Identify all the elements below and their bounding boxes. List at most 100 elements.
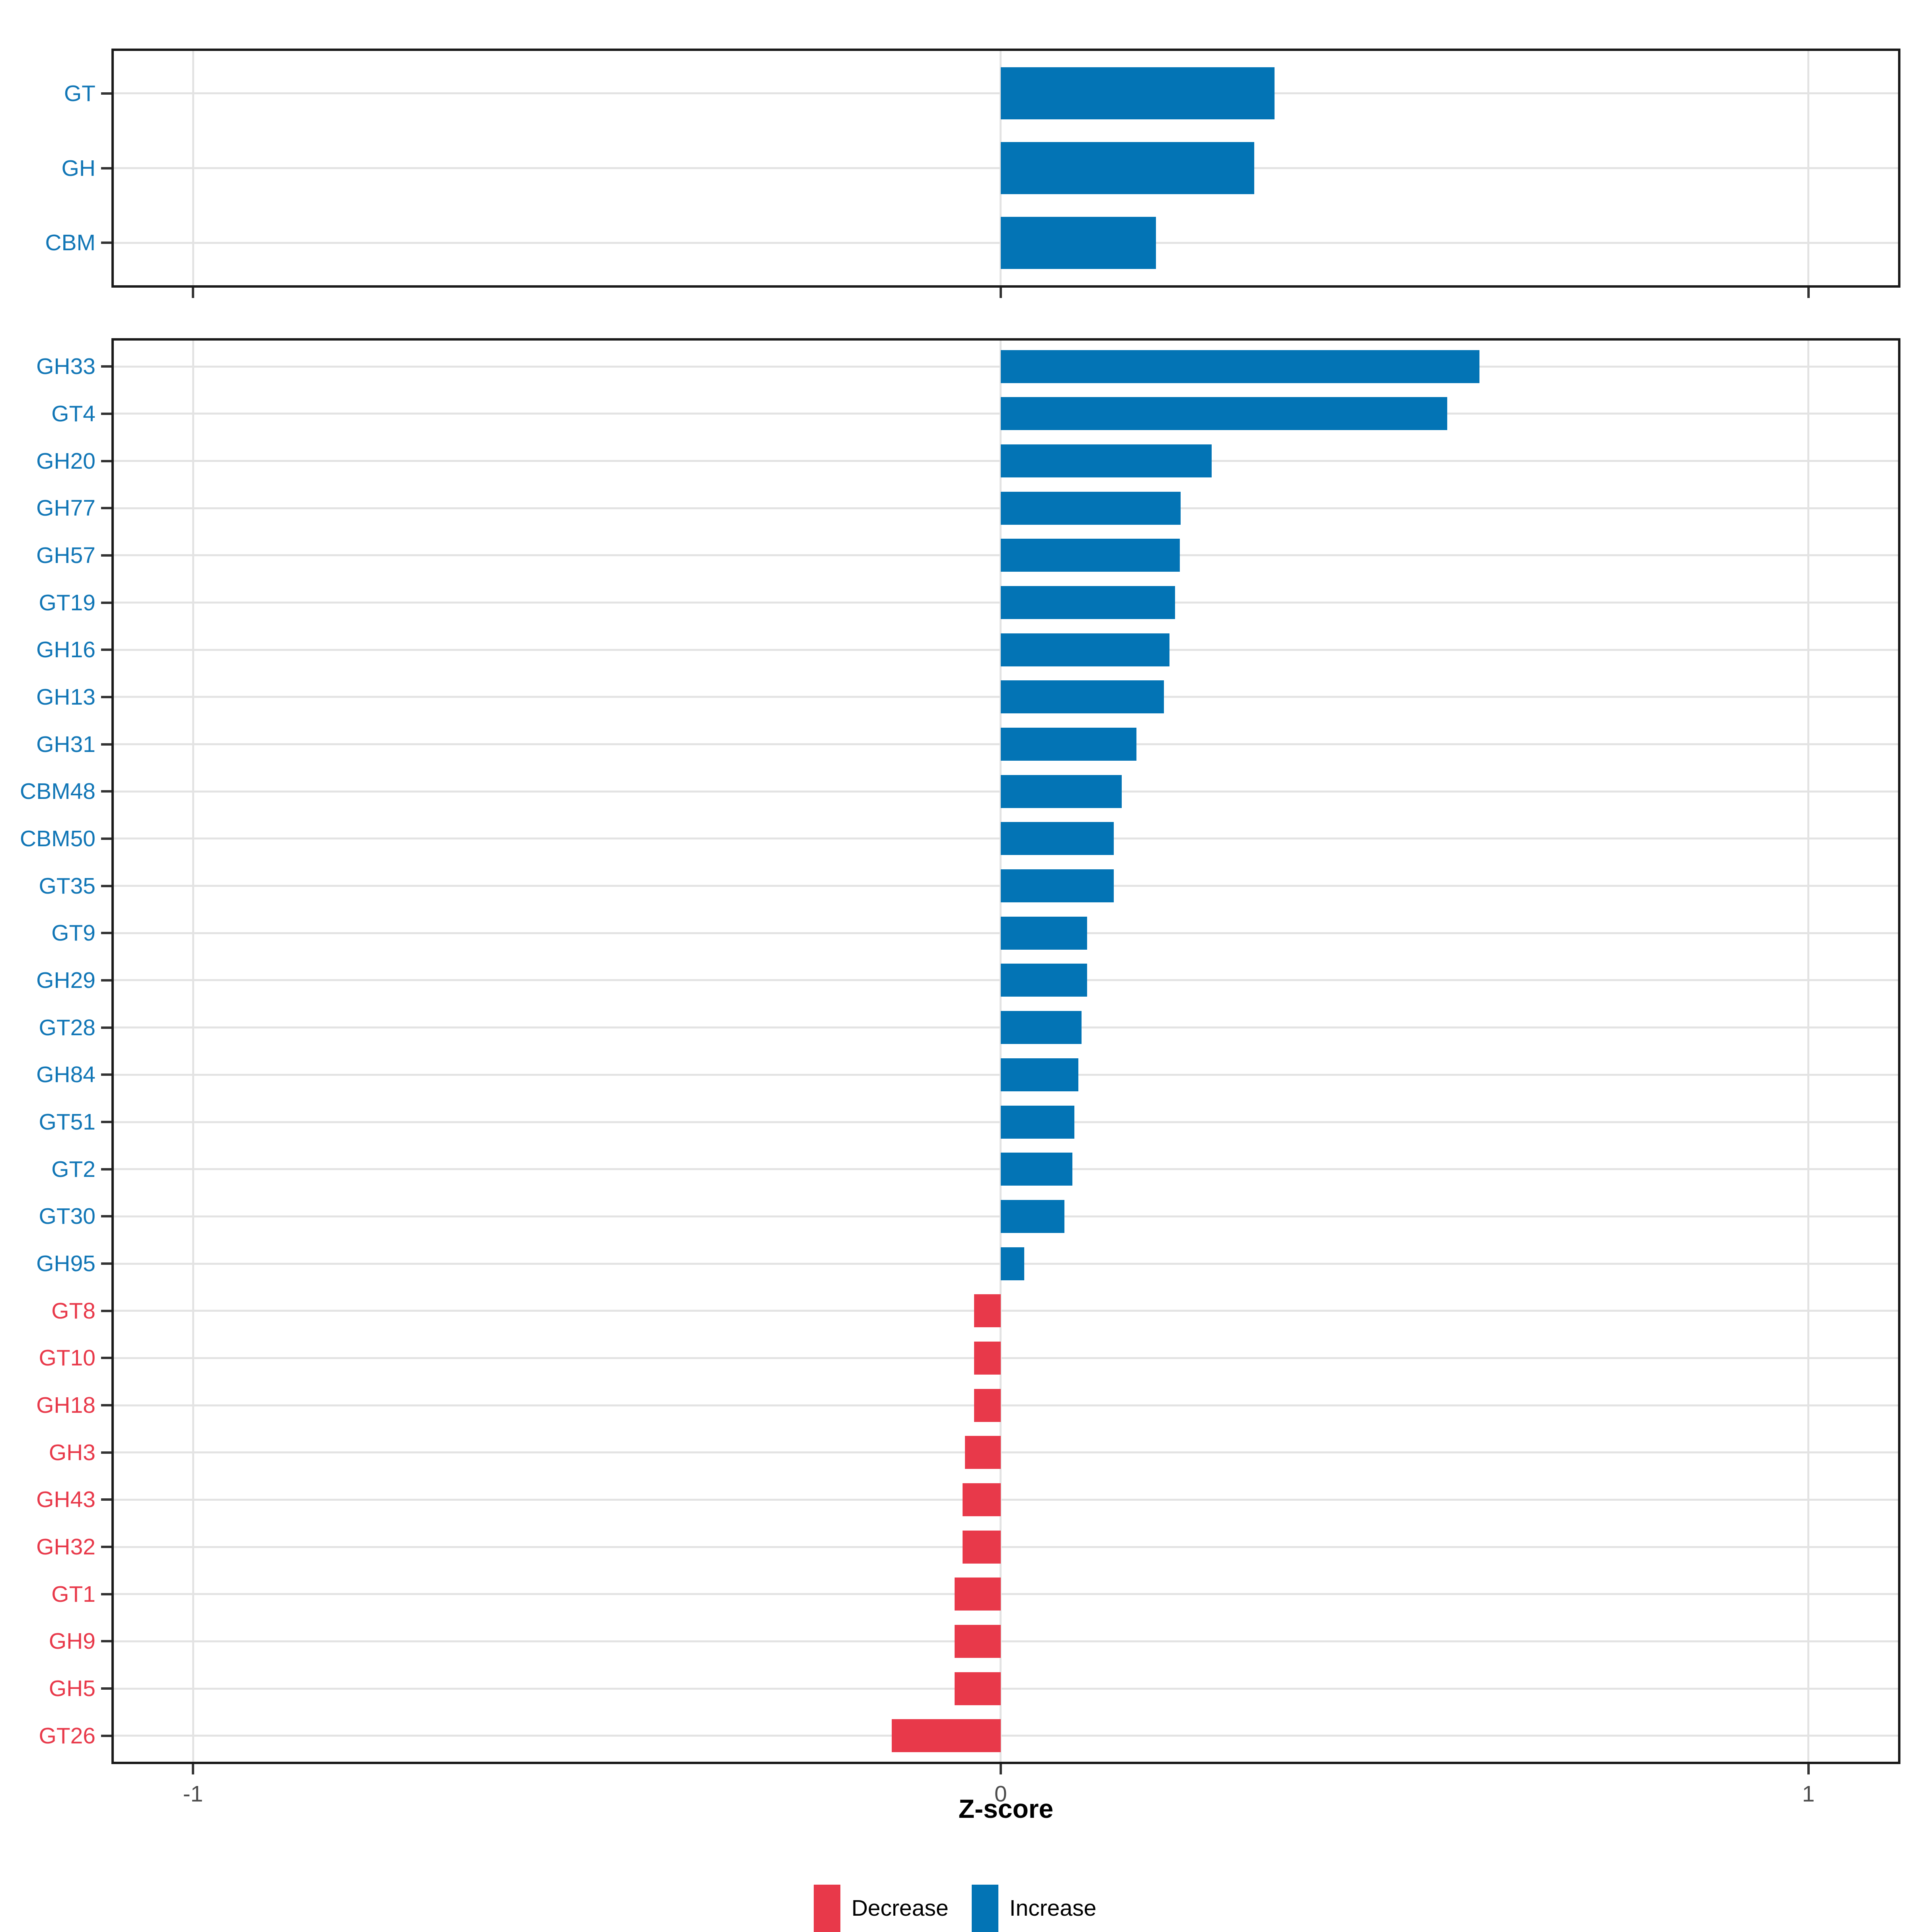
bar-GH95 [1000, 1247, 1024, 1280]
legend-key-decrease-swatch [813, 1885, 840, 1932]
legend-label-decrease: Decrease [851, 1895, 949, 1921]
y-tick-GH95 [101, 1262, 111, 1265]
bar-GT10 [974, 1341, 1001, 1375]
category-label-GT2: GT2 [51, 1156, 96, 1182]
y-tick-GT2 [101, 1168, 111, 1170]
bar-GH16 [1000, 633, 1170, 666]
y-tick-GH3 [101, 1451, 111, 1454]
bar-CBM48 [1000, 775, 1122, 808]
bar-GH84 [1000, 1058, 1078, 1091]
category-label-GH29: GH29 [36, 967, 96, 993]
x-tick-label-1: 1 [1802, 1781, 1815, 1807]
legend-label-increase: Increase [1009, 1895, 1097, 1921]
category-label-GH3: GH3 [49, 1439, 96, 1465]
category-label-GT19: GT19 [39, 590, 96, 615]
y-tick-GH [101, 167, 111, 169]
category-label-GH95: GH95 [36, 1251, 96, 1277]
category-label-CBM48: CBM48 [19, 779, 96, 804]
y-tick-GH18 [101, 1404, 111, 1407]
y-tick-GT28 [101, 1026, 111, 1029]
category-label-GH84: GH84 [36, 1062, 96, 1088]
bar-CBM50 [1000, 822, 1114, 855]
y-tick-GT10 [101, 1357, 111, 1359]
bar-GH3 [965, 1436, 1001, 1469]
gridline-GH43 [111, 1498, 1900, 1501]
category-label-GT35: GT35 [39, 873, 96, 899]
x-tick-0-panel2 [999, 1764, 1002, 1774]
bar-GT [1000, 67, 1275, 120]
category-label-GH57: GH57 [36, 542, 96, 568]
bar-GT28 [1000, 1011, 1082, 1044]
bar-GH20 [1000, 444, 1212, 478]
bar-GH77 [1000, 491, 1181, 525]
category-label-GH31: GH31 [36, 731, 96, 757]
y-tick-GT [101, 92, 111, 95]
panel-bottom [111, 338, 1900, 1764]
category-label-GT: GT [64, 80, 96, 106]
bar-GT35 [1000, 869, 1114, 903]
bar-GT9 [1000, 916, 1087, 950]
y-tick-GT19 [101, 601, 111, 604]
y-tick-GH9 [101, 1640, 111, 1643]
bar-GT2 [1000, 1153, 1073, 1186]
y-tick-GH43 [101, 1498, 111, 1501]
x-tick-1-panel2 [1807, 1764, 1810, 1774]
legend-key-increase-swatch [971, 1885, 998, 1932]
y-tick-CBM48 [101, 790, 111, 793]
gridline-GH9 [111, 1640, 1900, 1642]
y-tick-GT4 [101, 412, 111, 415]
y-tick-GH29 [101, 979, 111, 982]
bar-GH57 [1000, 539, 1180, 572]
x-gridline-0 [1000, 338, 1002, 1764]
gridline-GH3 [111, 1451, 1900, 1454]
category-label-GH32: GH32 [36, 1534, 96, 1560]
category-label-GT1: GT1 [51, 1581, 96, 1607]
bar-GH18 [974, 1389, 1001, 1422]
category-label-CBM50: CBM50 [19, 826, 96, 851]
y-tick-GH57 [101, 554, 111, 557]
bar-GT26 [891, 1719, 1001, 1753]
y-tick-GH13 [101, 695, 111, 698]
category-label-GT4: GT4 [51, 401, 96, 427]
bar-GT4 [1000, 397, 1448, 430]
category-label-GH16: GH16 [36, 637, 96, 663]
bar-GH29 [1000, 964, 1087, 997]
y-tick-CBM50 [101, 837, 111, 840]
y-tick-GH16 [101, 649, 111, 651]
bar-GH13 [1000, 680, 1164, 714]
y-tick-GT51 [101, 1121, 111, 1123]
gridline-GT10 [111, 1357, 1900, 1359]
y-tick-GH5 [101, 1687, 111, 1690]
panel-top [111, 49, 1900, 288]
x-gridline--1 [192, 338, 194, 1764]
category-label-GT10: GT10 [39, 1345, 96, 1371]
category-label-GH18: GH18 [36, 1393, 96, 1418]
bar-CBM [1000, 216, 1156, 269]
gridline-GH5 [111, 1687, 1900, 1690]
legend: Decrease Increase [0, 1885, 1910, 1932]
y-tick-GH32 [101, 1546, 111, 1548]
bar-GH9 [955, 1624, 1001, 1658]
y-tick-GH31 [101, 743, 111, 746]
gridline-GT1 [111, 1593, 1900, 1595]
category-label-GT9: GT9 [51, 920, 96, 946]
y-tick-GT9 [101, 932, 111, 935]
y-tick-GT26 [101, 1734, 111, 1737]
x-axis-title: Z-score [958, 1794, 1054, 1823]
bar-GH32 [963, 1530, 1001, 1564]
bar-GT30 [1000, 1200, 1065, 1233]
x-tick--1-panel1 [192, 288, 194, 298]
y-tick-GT1 [101, 1593, 111, 1595]
x-tick-1-panel1 [1807, 288, 1810, 298]
y-tick-GH20 [101, 460, 111, 462]
bar-GH5 [955, 1672, 1001, 1705]
bar-GH43 [963, 1483, 1001, 1516]
gridline-GH32 [111, 1546, 1900, 1548]
x-tick-0-panel1 [999, 288, 1002, 298]
x-gridline-1 [1807, 338, 1810, 1764]
x-tick-label-0: 0 [994, 1781, 1007, 1807]
category-label-GT30: GT30 [39, 1204, 96, 1229]
category-label-GT51: GT51 [39, 1109, 96, 1135]
category-label-GH9: GH9 [49, 1628, 96, 1654]
category-label-GT26: GT26 [39, 1723, 96, 1749]
